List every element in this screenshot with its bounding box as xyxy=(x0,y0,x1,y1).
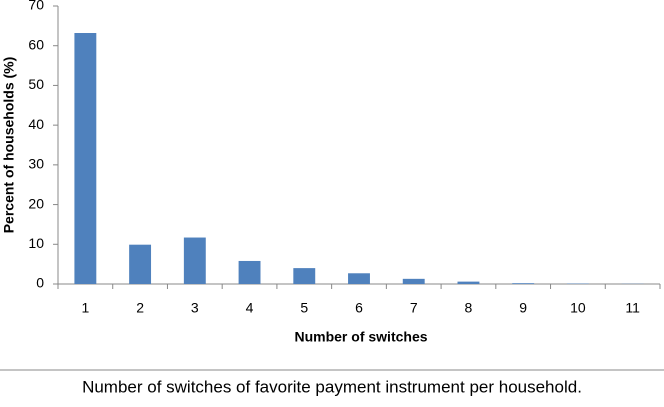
x-tick-label: 3 xyxy=(191,300,199,316)
y-tick-label: 70 xyxy=(28,0,44,13)
bar xyxy=(403,279,425,284)
x-tick-label: 1 xyxy=(81,300,89,316)
y-tick-label: 60 xyxy=(28,36,44,52)
x-tick-label: 5 xyxy=(300,300,308,316)
y-tick-label: 20 xyxy=(28,195,44,211)
y-tick-label: 30 xyxy=(28,156,44,172)
x-tick-label: 6 xyxy=(355,300,363,316)
bar xyxy=(74,33,96,284)
y-tick-label: 50 xyxy=(28,76,44,92)
bar xyxy=(512,283,534,284)
bar xyxy=(239,261,261,284)
x-tick-label: 10 xyxy=(570,300,586,316)
bar xyxy=(293,268,315,284)
x-tick-label: 11 xyxy=(625,300,640,316)
x-tick-label: 8 xyxy=(465,300,473,316)
y-axis-label: Percent of households (%) xyxy=(1,57,17,234)
bar xyxy=(184,238,206,284)
y-tick-label: 10 xyxy=(28,235,44,251)
x-tick-label: 7 xyxy=(410,300,418,316)
x-tick-label: 4 xyxy=(246,300,254,316)
y-tick-label: 40 xyxy=(28,116,44,132)
x-axis-label: Number of switches xyxy=(294,329,427,345)
bar xyxy=(348,273,370,284)
bar xyxy=(129,245,151,284)
caption: Number of switches of favorite payment i… xyxy=(82,377,582,396)
x-tick-label: 2 xyxy=(136,300,144,316)
bar xyxy=(458,282,480,284)
y-tick-label: 0 xyxy=(36,275,44,291)
x-tick-label: 9 xyxy=(519,300,527,316)
